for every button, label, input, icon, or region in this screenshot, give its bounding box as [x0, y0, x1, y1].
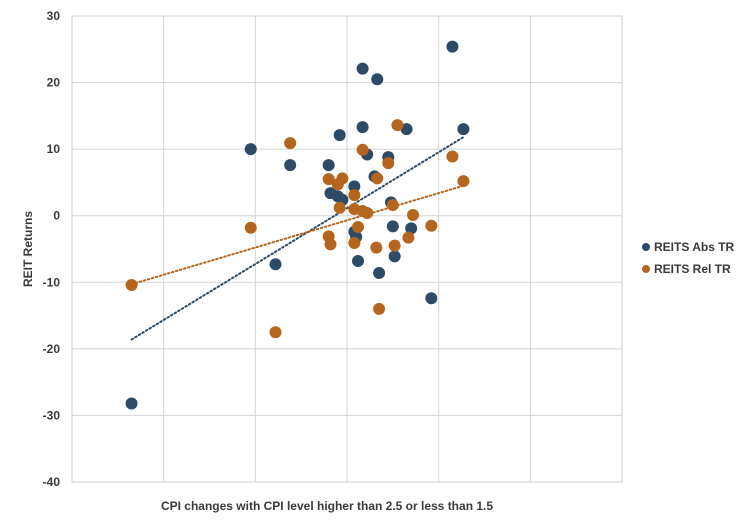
legend: REITS Abs TR REITS Rel TR: [642, 240, 735, 276]
trendline-abs: [130, 136, 465, 341]
y-tick-label: 0: [53, 209, 60, 223]
y-tick-label: 10: [47, 142, 61, 156]
data-point-abs: [371, 73, 384, 86]
y-tick-label: -10: [43, 275, 61, 289]
data-point-abs: [333, 129, 346, 142]
data-point-abs: [446, 40, 459, 53]
data-point-rel: [386, 199, 399, 212]
data-point-abs: [284, 159, 297, 172]
data-point-rel: [244, 221, 257, 234]
data-point-rel: [324, 238, 337, 251]
data-point-rel: [370, 241, 383, 254]
plot-area-frame: [71, 15, 623, 483]
legend-label: REITS Abs TR: [654, 240, 735, 254]
data-point-abs: [322, 159, 335, 172]
data-point-abs: [348, 180, 361, 193]
data-point-rel: [348, 237, 361, 250]
data-point-abs: [405, 222, 418, 235]
data-point-abs: [425, 292, 438, 305]
y-tick-label: -30: [43, 408, 61, 422]
data-point-rel: [457, 175, 470, 188]
data-point-abs: [400, 123, 413, 136]
data-point-rel: [125, 278, 138, 291]
data-point-abs: [125, 397, 138, 410]
data-point-abs: [356, 62, 369, 75]
y-axis-ticks: 30 20 10 0 -10 -20 -30 -40: [43, 9, 61, 489]
data-points: [125, 40, 470, 410]
data-point-abs: [373, 266, 386, 279]
data-point-rel: [356, 143, 369, 156]
data-point-abs: [352, 254, 364, 267]
trendlines: [130, 136, 465, 341]
data-point-rel: [352, 221, 364, 234]
gridlines: [72, 15, 622, 483]
data-point-rel: [269, 326, 282, 339]
legend-label: REITS Rel TR: [654, 262, 731, 276]
y-tick-label: -40: [43, 475, 61, 489]
data-point-rel: [407, 209, 419, 222]
data-point-abs: [386, 220, 399, 233]
data-point-rel: [348, 189, 361, 202]
data-point-rel: [446, 150, 459, 163]
y-axis-title: REIT Returns: [21, 211, 35, 287]
data-point-rel: [333, 201, 346, 214]
data-point-rel: [391, 119, 404, 132]
data-point-rel: [371, 172, 384, 185]
data-point-abs: [356, 121, 369, 134]
trendline-rel: [130, 184, 465, 286]
data-point-abs: [457, 123, 470, 136]
data-point-rel: [402, 231, 415, 244]
data-point-rel: [425, 219, 438, 232]
y-tick-label: 30: [47, 9, 61, 23]
legend-marker: [642, 265, 650, 273]
data-point-rel: [322, 173, 335, 186]
data-point-rel: [361, 207, 374, 220]
data-point-rel: [388, 239, 401, 252]
data-point-rel: [382, 157, 395, 170]
y-tick-label: 20: [47, 76, 61, 90]
x-axis-title: CPI changes with CPI level higher than 2…: [161, 499, 493, 513]
y-tick-label: -20: [43, 342, 61, 356]
data-point-rel: [284, 137, 297, 150]
legend-marker: [642, 243, 650, 251]
data-point-rel: [336, 172, 349, 185]
data-point-rel: [373, 302, 386, 315]
data-point-abs: [388, 250, 401, 263]
data-point-abs: [244, 143, 257, 156]
data-point-abs: [269, 258, 282, 271]
